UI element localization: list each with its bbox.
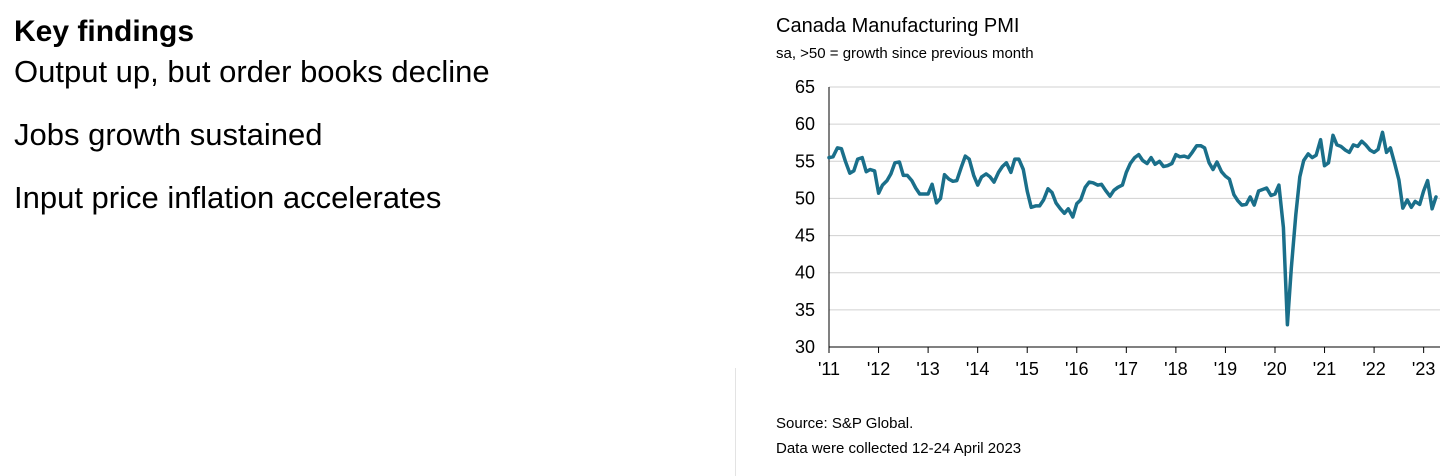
vertical-divider — [735, 368, 736, 476]
source-note: Source: S&P Global. Data were collected … — [776, 411, 1021, 461]
x-tick-label: '13 — [916, 359, 939, 379]
source-line: Source: S&P Global. — [776, 415, 914, 432]
finding-item: Input price inflation accelerates — [14, 180, 442, 215]
pmi-series-line — [827, 130, 1438, 327]
x-tick-label: '11 — [818, 359, 840, 379]
y-tick-label: 40 — [795, 263, 815, 283]
y-tick-label: 60 — [795, 114, 815, 134]
x-tick-label: '14 — [966, 359, 989, 379]
collection-date-line: Data were collected 12-24 April 2023 — [776, 440, 1022, 457]
finding-item: Jobs growth sustained — [14, 117, 323, 152]
chart-subtitle: sa, >50 = growth since previous month — [776, 45, 1034, 62]
y-tick-label: 30 — [795, 337, 815, 357]
x-tick-label: '19 — [1214, 359, 1237, 379]
x-tick-label: '23 — [1412, 359, 1435, 379]
x-tick-label: '22 — [1362, 359, 1385, 379]
x-tick-label: '18 — [1164, 359, 1187, 379]
x-tick-label: '12 — [867, 359, 890, 379]
y-tick-label: 45 — [795, 226, 815, 246]
chart-title: Canada Manufacturing PMI — [776, 15, 1020, 37]
y-tick-label: 50 — [795, 188, 815, 208]
key-findings-heading: Key findings — [14, 15, 195, 48]
y-tick-label: 65 — [795, 77, 815, 97]
x-tick-label: '15 — [1015, 359, 1038, 379]
x-tick-label: '17 — [1115, 359, 1138, 379]
y-tick-label: 55 — [795, 151, 815, 171]
y-tick-label: 35 — [795, 300, 815, 320]
finding-item: Output up, but order books decline — [14, 54, 490, 89]
x-tick-label: '21 — [1313, 359, 1336, 379]
key-findings-panel: Key findings Output up, but order books … — [14, 12, 714, 218]
x-tick-label: '16 — [1065, 359, 1088, 379]
x-tick-label: '20 — [1263, 359, 1286, 379]
findings-list: Output up, but order books decline Jobs … — [14, 52, 714, 218]
